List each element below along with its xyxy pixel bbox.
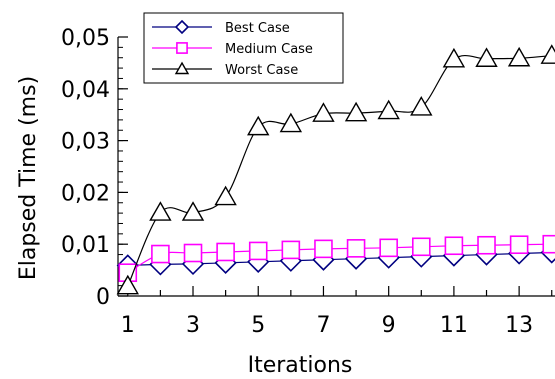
x-tick-label: 7 (316, 313, 330, 338)
y-tick-label: 0,02 (61, 181, 110, 206)
x-tick-label: 5 (251, 313, 265, 338)
legend-item: Worst Case (152, 61, 298, 78)
data-point (281, 240, 301, 260)
data-point (444, 236, 464, 256)
legend-marker (176, 42, 188, 54)
series-layer (116, 44, 555, 295)
x-tick-label: 3 (186, 313, 200, 338)
y-tick-label: 0,04 (61, 78, 110, 103)
data-point (442, 47, 466, 68)
data-point (214, 185, 237, 206)
data-point (507, 46, 531, 67)
legend-marker (174, 61, 190, 75)
data-point (542, 234, 555, 254)
data-point (411, 237, 431, 257)
data-point (540, 44, 555, 64)
legend-item: Medium Case (152, 42, 313, 57)
legend-item: Best Case (152, 19, 290, 36)
x-tick-label: 1 (121, 313, 135, 338)
data-point (248, 241, 268, 261)
data-point (344, 101, 368, 122)
data-point (247, 115, 270, 136)
data-point (509, 235, 529, 255)
data-point (149, 201, 172, 221)
x-tick-label: 13 (505, 313, 533, 338)
x-tick-label: 9 (382, 313, 396, 338)
data-point (346, 239, 366, 258)
y-tick-label: 0,01 (61, 233, 110, 258)
series-triangle (116, 44, 555, 295)
data-point (183, 243, 203, 263)
data-point (475, 47, 498, 67)
legend-label: Medium Case (225, 42, 313, 57)
data-point (216, 242, 235, 262)
data-point (314, 239, 333, 259)
data-point (181, 201, 205, 221)
data-point (377, 99, 400, 120)
y-tick-label: 0,05 (61, 26, 110, 51)
axes: 00,010,020,030,040,051 3 5 7 9 11 13 (61, 26, 555, 338)
legend-label: Best Case (225, 21, 290, 36)
data-point (116, 274, 139, 295)
x-axis-title: Iterations (248, 353, 353, 378)
data-point (279, 112, 303, 133)
data-point (312, 102, 335, 122)
data-point (410, 96, 433, 116)
legend-marker (174, 19, 190, 35)
data-point (477, 235, 496, 255)
y-tick-label: 0 (96, 285, 110, 310)
data-point (151, 244, 170, 264)
series-square (118, 234, 555, 282)
x-tick-label: 11 (440, 313, 468, 338)
legend-label: Worst Case (225, 63, 298, 78)
legend: Best Case Medium Case Worst Case (143, 12, 344, 84)
y-tick-label: 0,03 (61, 130, 110, 155)
data-point (379, 238, 398, 258)
y-axis-title: Elapsed Time (ms) (16, 76, 41, 280)
